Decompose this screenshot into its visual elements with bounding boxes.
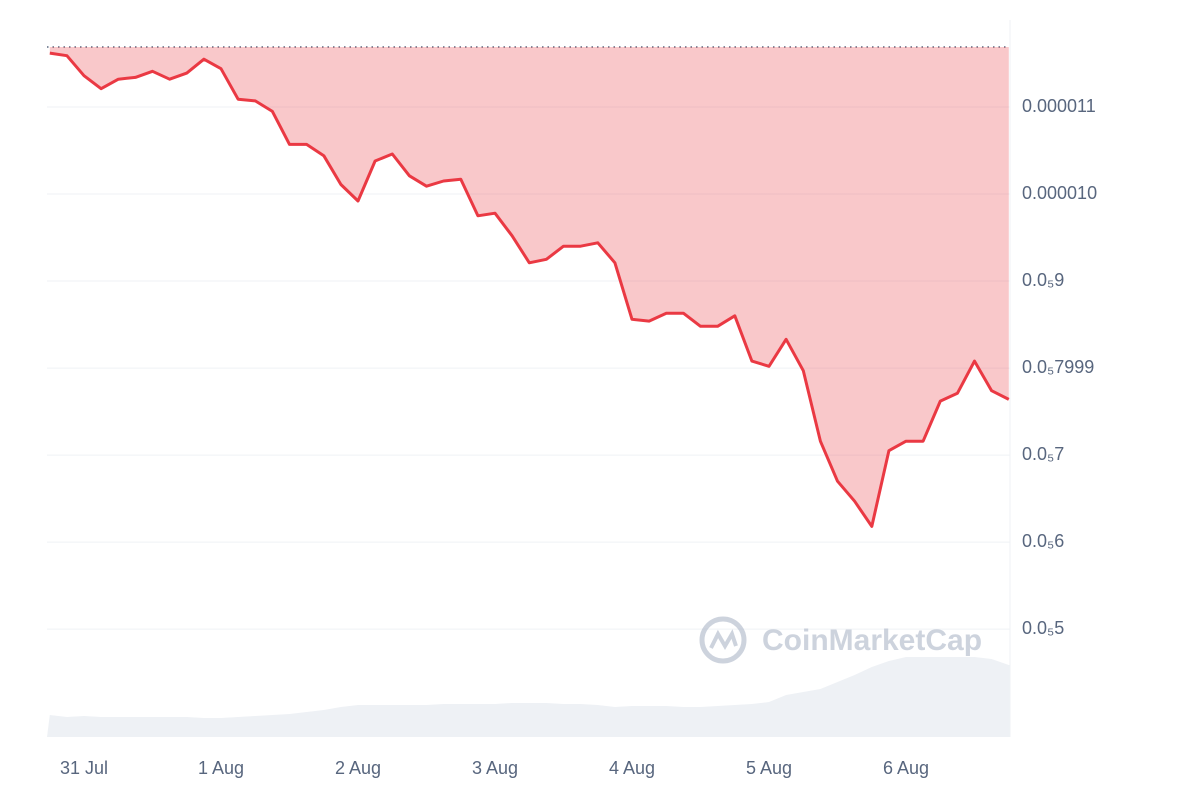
watermark-logo bbox=[699, 616, 747, 664]
y-tick-label: 0.0₅7999 bbox=[1022, 357, 1094, 377]
y-tick-label: 0.000011 bbox=[1022, 96, 1096, 116]
y-tick-label: 0.0₅6 bbox=[1022, 531, 1064, 551]
y-tick-label: 0.000010 bbox=[1022, 183, 1097, 203]
x-tick-label: 5 Aug bbox=[746, 758, 792, 778]
x-tick-label: 31 Jul bbox=[60, 758, 108, 778]
price-fill bbox=[49, 46, 1009, 527]
volume-area bbox=[47, 657, 1010, 737]
y-tick-label: 0.0₅7 bbox=[1022, 444, 1064, 464]
watermark-text: CoinMarketCap bbox=[762, 624, 982, 657]
y-tick-label: 0.0₅5 bbox=[1022, 618, 1064, 638]
x-tick-label: 4 Aug bbox=[609, 758, 655, 778]
x-tick-label: 2 Aug bbox=[335, 758, 381, 778]
volume-layer bbox=[47, 657, 1010, 737]
watermark: CoinMarketCap bbox=[699, 616, 982, 664]
watermark-logo-mark bbox=[709, 629, 738, 650]
x-tick-label: 1 Aug bbox=[198, 758, 244, 778]
x-tick-label: 3 Aug bbox=[472, 758, 518, 778]
y-tick-label: 0.0₅9 bbox=[1022, 270, 1064, 290]
x-tick-label: 6 Aug bbox=[883, 758, 929, 778]
grid: 0.000011 0.000010 0.0₅9 0.0₅7999 0.0₅7 0.0₅6 0… bbox=[47, 96, 1097, 778]
price-line bbox=[49, 51, 1010, 528]
plot bbox=[47, 46, 1010, 528]
